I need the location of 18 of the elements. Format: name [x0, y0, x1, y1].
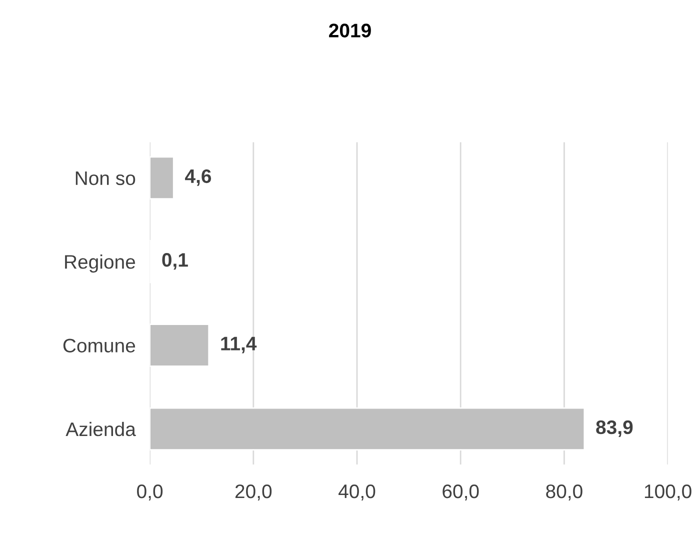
bar: [150, 324, 210, 367]
data-label: 0,1: [162, 253, 188, 270]
y-tick-label: Non so: [76, 172, 136, 186]
y-tick-label: Regione: [65, 254, 136, 273]
bar: [150, 407, 586, 451]
chart-title: 2019: [329, 24, 371, 38]
data-label: 11,4: [221, 336, 257, 354]
x-tick-label: 40,0: [338, 484, 376, 501]
x-tick-label: 80,0: [546, 484, 582, 501]
y-tick-label: Comune: [63, 338, 136, 352]
x-tick-label: 0,0: [137, 484, 163, 501]
data-label: 4,6: [185, 169, 212, 186]
y-tick-label: Azienda: [66, 422, 136, 436]
x-tick-label: 20,0: [235, 484, 272, 501]
data-label: 83,9: [596, 420, 633, 437]
x-tick-label: 60,0: [442, 484, 479, 501]
x-tick-label: 100,0: [644, 484, 692, 501]
bar: [150, 156, 174, 200]
